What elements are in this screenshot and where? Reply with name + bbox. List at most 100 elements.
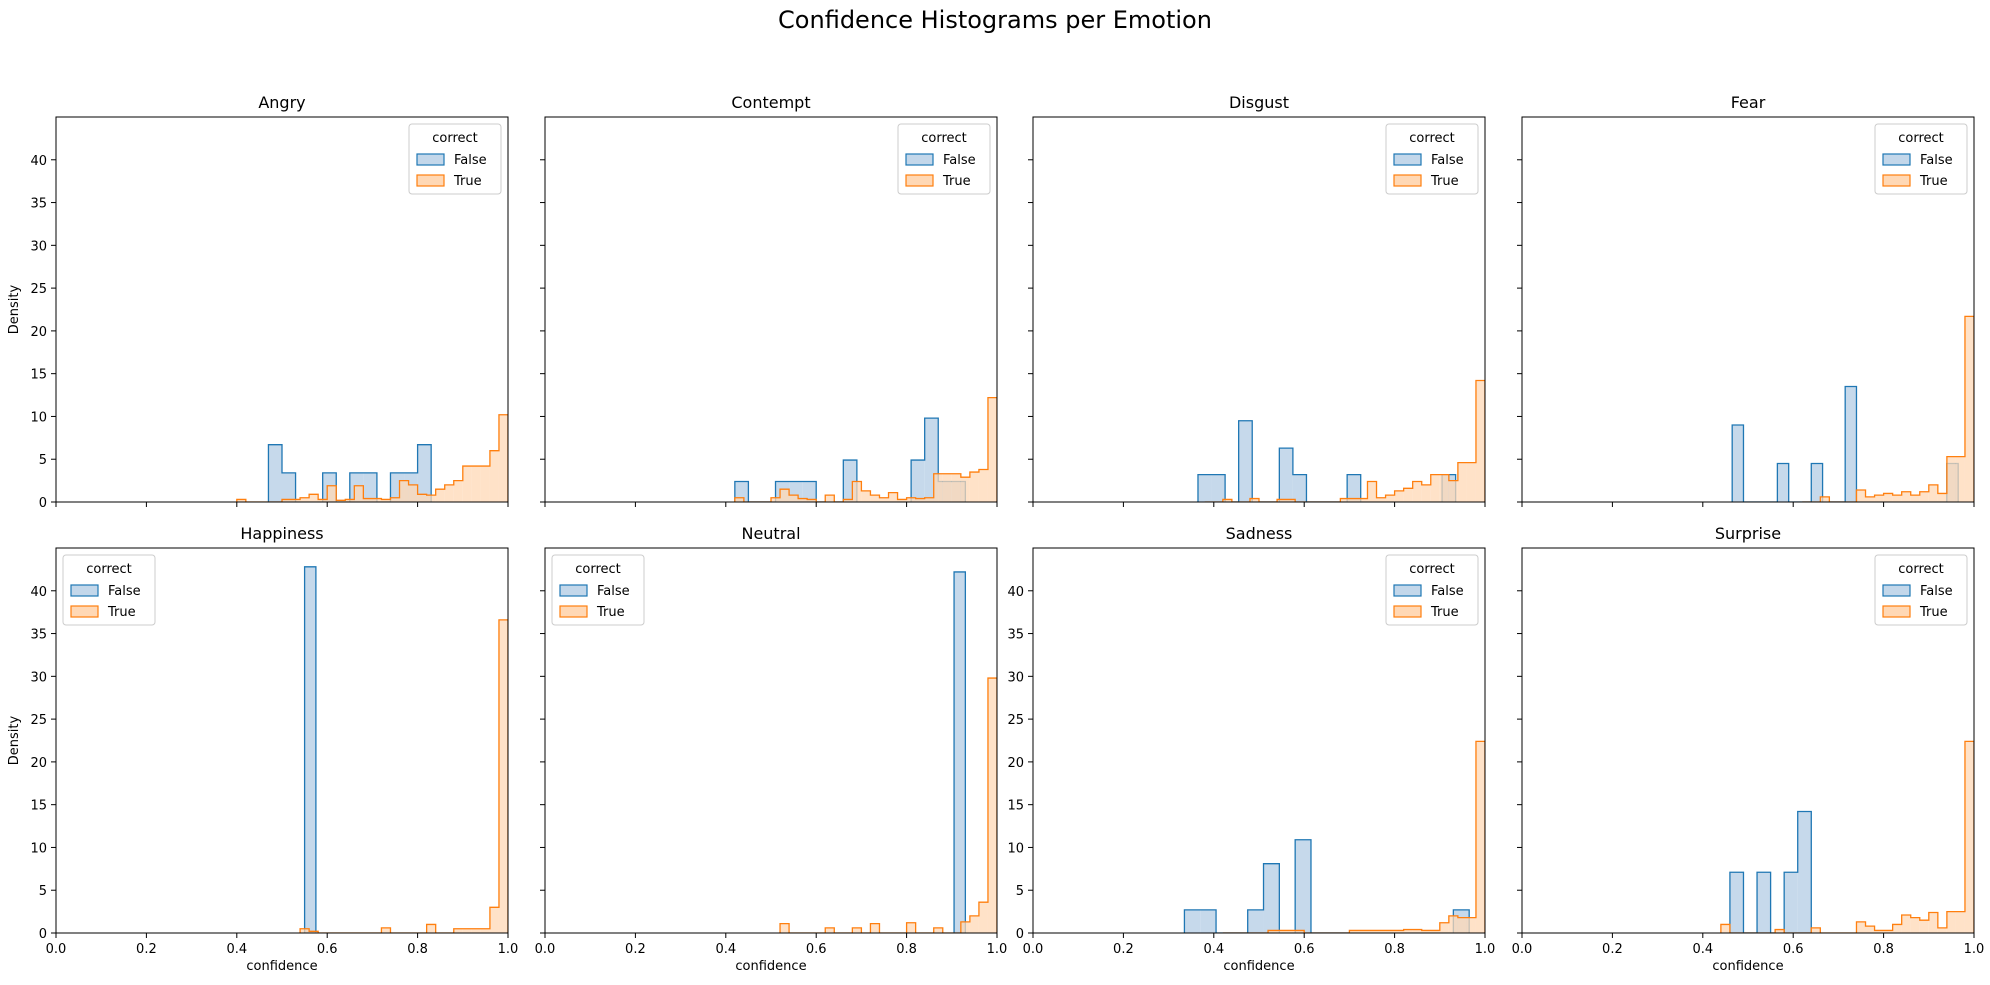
legend-swatch-false — [1882, 584, 1911, 597]
histogram-bar — [1720, 924, 1730, 933]
series-true — [1222, 740, 1485, 933]
histogram-bar — [1295, 839, 1311, 933]
x-tick-label: 0.0 — [1023, 942, 1044, 957]
histogram-bar — [471, 928, 481, 933]
histogram-bar — [462, 466, 472, 502]
x-tick-label: 0.2 — [1113, 942, 1134, 957]
subplot-fear: Fear correct False True — [1517, 93, 1975, 507]
histogram-bar — [282, 472, 296, 502]
series-true — [734, 396, 997, 502]
histogram-bar — [1466, 462, 1476, 502]
histogram-bar — [933, 927, 943, 933]
y-tick-label: 5 — [1016, 884, 1024, 899]
figure-title: Confidence Histograms per Emotion — [778, 6, 1212, 34]
subplot-surprise: 0.0 0.2 0.4 0.6 0.8 1.0 Surprise confidence corr… — [1512, 524, 1985, 974]
y-tick-label: 5 — [39, 884, 47, 899]
x-tick-label: 0.0 — [1512, 942, 1533, 957]
series-true — [299, 619, 508, 933]
histogram-bar — [300, 928, 310, 933]
legend-swatch-true — [70, 605, 99, 618]
plot-area — [779, 571, 997, 933]
histogram-bar — [1856, 490, 1866, 502]
histogram-bar — [1928, 484, 1938, 502]
histogram-bar — [1757, 872, 1771, 933]
series-false — [1729, 810, 1812, 933]
histogram-bar — [852, 927, 862, 933]
panels: 0 5 10 15 20 25 30 35 40 Angry Density correct False… — [7, 93, 1984, 974]
legend: correct False True — [551, 554, 645, 626]
y-tick-label: 5 — [39, 453, 47, 468]
y-axis-label: Density — [7, 715, 22, 765]
x-tick-label: 0.2 — [625, 942, 646, 957]
legend-title: correct — [921, 131, 967, 146]
x-tick-label: 0.6 — [806, 942, 827, 957]
legend-title: correct — [1898, 562, 1944, 577]
legend: correct False True — [408, 123, 502, 195]
legend-swatch-true — [1882, 605, 1911, 618]
y-tick-label: 30 — [30, 239, 47, 254]
histogram-bar — [1347, 474, 1361, 502]
histogram-bar — [304, 566, 316, 933]
axes-frame — [55, 547, 509, 934]
histogram-bar — [789, 495, 799, 502]
series-true — [779, 677, 997, 933]
axes-frame — [544, 116, 998, 503]
histogram-bar — [1197, 474, 1212, 502]
histogram-bar — [1385, 495, 1395, 502]
histogram-bar — [1457, 917, 1467, 933]
plot-area — [1731, 315, 1974, 502]
legend-label: True — [942, 174, 971, 189]
legend-label: False — [108, 584, 141, 599]
histogram-bar — [1475, 741, 1485, 933]
x-tick-label: 0.0 — [535, 942, 556, 957]
histogram-bar — [1865, 496, 1875, 502]
legend-swatch-true — [1882, 174, 1911, 187]
legend-swatch-true — [559, 605, 588, 618]
histogram-bar — [1937, 493, 1947, 502]
legend-swatch-true — [1393, 605, 1422, 618]
y-tick-label: 25 — [30, 282, 47, 297]
x-tick-label: 1.0 — [498, 942, 519, 957]
histogram-bar — [879, 497, 889, 502]
y-tick-label: 25 — [30, 713, 47, 728]
histogram-bar — [345, 499, 355, 502]
legend-title: correct — [1409, 562, 1455, 577]
histogram-bar — [1295, 930, 1305, 933]
histogram-bar — [453, 928, 463, 933]
histogram-bar — [381, 927, 391, 933]
axes-frame — [544, 547, 998, 934]
subplot-title: Contempt — [731, 93, 810, 112]
histogram-bar — [870, 923, 880, 933]
histogram-bar — [372, 498, 382, 502]
histogram-bar — [960, 921, 970, 933]
histogram-bar — [807, 499, 817, 502]
plot-area — [299, 566, 508, 933]
subplot-title: Surprise — [1715, 524, 1781, 543]
legend-swatch-false — [1882, 153, 1911, 166]
subplot-title: Fear — [1731, 93, 1766, 112]
histogram-bar — [1448, 480, 1458, 502]
series-true — [236, 414, 508, 502]
subplot-sadness: 0 5 10 15 20 25 30 35 40 0.0 0.2 0.4 0.6 0.8 1.0 Sadnes… — [1007, 524, 1495, 974]
subplot-happiness: 0 5 10 15 20 25 30 35 40 0.0 0.2 0.4 0.6 0.8 1.0 Happin… — [7, 524, 518, 974]
series-false — [1183, 839, 1470, 933]
y-tick-label: 30 — [30, 670, 47, 685]
histogram-bar — [1367, 481, 1377, 502]
legend: correct False True — [1874, 554, 1968, 626]
plot-area — [734, 396, 997, 502]
histogram-bar — [453, 480, 463, 502]
histogram-bar — [1732, 425, 1744, 502]
series-true — [1802, 315, 1974, 502]
histogram-bar — [363, 498, 373, 502]
x-tick-label: 0.8 — [896, 942, 917, 957]
histogram-bar — [1874, 495, 1884, 502]
histogram-bar — [1292, 474, 1307, 502]
histogram-bar — [309, 494, 319, 502]
histogram-bar — [417, 444, 432, 502]
y-tick-label: 10 — [30, 410, 47, 425]
histogram-bar — [363, 472, 377, 502]
legend-swatch-false — [1393, 584, 1422, 597]
legend-label: True — [1919, 605, 1948, 620]
legend-label: True — [1430, 605, 1459, 620]
histogram-bar — [1376, 930, 1386, 933]
